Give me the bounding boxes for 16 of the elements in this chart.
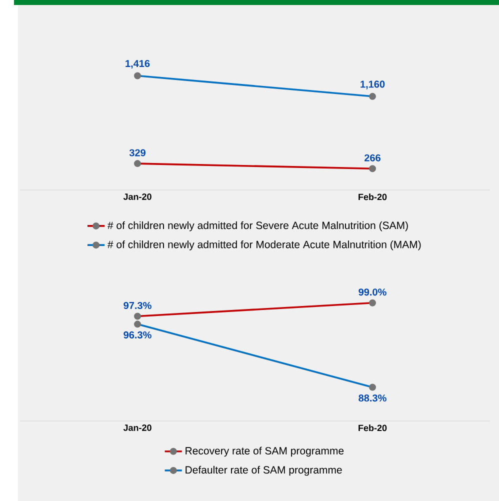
legend-label: Defaulter rate of SAM programme — [186, 466, 342, 476]
data-label: 96.3% — [124, 331, 152, 338]
data-label: 1,416 — [126, 60, 150, 69]
legend-label: # of children newly admitted for Moderate Acute Malnutrition (MAM) — [108, 240, 421, 250]
x-tick-label: Jan-20 — [123, 194, 152, 200]
data-label: 266 — [364, 154, 380, 162]
x-tick-label: Feb-20 — [358, 424, 387, 432]
x-tick-label: Jan-20 — [123, 424, 152, 431]
legend-label: # of children newly admitted for Severe Acute Malnutrition (SAM) — [108, 221, 408, 232]
data-label: 97.3% — [124, 302, 152, 310]
data-label: 99.0% — [358, 288, 386, 296]
data-label: 1,160 — [360, 80, 385, 90]
data-label: 329 — [129, 149, 146, 156]
data-label: 88.3% — [358, 394, 386, 402]
x-tick-label: Feb-20 — [358, 194, 387, 200]
legend-label: Recovery rate of SAM programme — [186, 446, 344, 457]
